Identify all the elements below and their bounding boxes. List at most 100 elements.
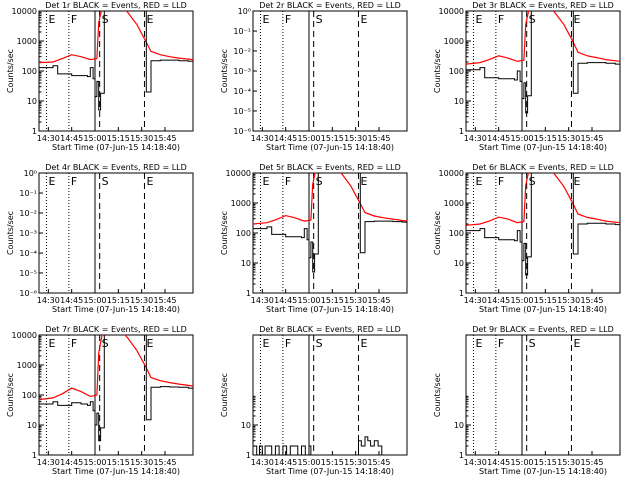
x-tick-label: 14:45 bbox=[274, 458, 297, 467]
x-tick-label: 14:45 bbox=[60, 296, 83, 305]
x-tick-label: 15:00 bbox=[510, 296, 533, 305]
marker-label: F bbox=[285, 337, 291, 350]
y-tick-label: 10 bbox=[454, 259, 464, 268]
marker-label: E bbox=[146, 175, 153, 188]
x-tick-label: 15:30 bbox=[344, 296, 367, 305]
y-tick-label: 10000 bbox=[226, 169, 251, 178]
y-axis-label: Counts/sec bbox=[433, 211, 442, 255]
events-series-line bbox=[466, 173, 620, 276]
y-tick-label: 1 bbox=[459, 127, 464, 136]
y-tick-label: 10⁻⁶ bbox=[233, 127, 251, 136]
marker-label: E bbox=[262, 13, 269, 26]
y-axis-label: Counts/sec bbox=[220, 373, 229, 417]
lld-series-line bbox=[466, 173, 620, 226]
marker-label: S bbox=[102, 175, 109, 188]
y-tick-label: 1 bbox=[246, 289, 251, 298]
x-tick-label: 14:30 bbox=[251, 134, 274, 143]
panel-det-3r: Det 3r BLACK = Events, RED = LLD 14:30 14:… bbox=[433, 1, 621, 152]
y-tick-label: 1000 bbox=[444, 199, 464, 208]
x-tick-label: 15:45 bbox=[367, 458, 390, 467]
marker-label: E bbox=[475, 13, 482, 26]
y-tick-label: 10000 bbox=[12, 331, 37, 340]
y-tick-label: 10000 bbox=[439, 169, 464, 178]
x-tick-label: 14:45 bbox=[274, 296, 297, 305]
x-tick-label: 15:15 bbox=[321, 134, 344, 143]
marker-label: F bbox=[498, 175, 504, 188]
y-tick-label: 10⁰ bbox=[238, 7, 251, 16]
y-axis-label: Counts/sec bbox=[6, 49, 15, 93]
plot-frame bbox=[38, 334, 194, 456]
y-tick-label: 1000 bbox=[231, 199, 251, 208]
marker-label: F bbox=[285, 13, 291, 26]
x-tick-label: 14:45 bbox=[487, 134, 510, 143]
marker-label: F bbox=[285, 175, 291, 188]
panel-title: Det 6r BLACK = Events, RED = LLD bbox=[472, 163, 614, 172]
x-axis-label: Start Time (07-Jun-15 14:18:40) bbox=[266, 143, 394, 152]
x-tick-label: 14:30 bbox=[37, 296, 60, 305]
x-tick-label: 14:45 bbox=[60, 134, 83, 143]
y-tick-label: 100 bbox=[449, 67, 464, 76]
marker-label: E bbox=[475, 337, 482, 350]
x-tick-label: 14:30 bbox=[37, 134, 60, 143]
lld-series-line bbox=[39, 11, 193, 64]
plot-frame bbox=[38, 172, 194, 294]
x-tick-label: 15:00 bbox=[297, 296, 320, 305]
marker-label: E bbox=[573, 13, 580, 26]
marker-label: E bbox=[573, 337, 580, 350]
marker-label: E bbox=[360, 337, 367, 350]
plot-frame bbox=[465, 10, 621, 132]
y-tick-label: 10⁻⁶ bbox=[19, 289, 37, 298]
y-tick-label: 10⁻² bbox=[19, 209, 37, 218]
x-tick-label: 14:30 bbox=[464, 134, 487, 143]
y-tick-label: 1000 bbox=[444, 37, 464, 46]
panel-det-9r: Det 9r BLACK = Events, RED = LLD 14:30 14:… bbox=[433, 325, 621, 476]
x-tick-label: 14:30 bbox=[464, 296, 487, 305]
y-axis-label: Counts/sec bbox=[6, 373, 15, 417]
panel-title: Det 2r BLACK = Events, RED = LLD bbox=[259, 1, 401, 10]
panel-title: Det 8r BLACK = Events, RED = LLD bbox=[259, 325, 401, 334]
plot-frame bbox=[252, 10, 408, 132]
panel-title: Det 5r BLACK = Events, RED = LLD bbox=[259, 163, 401, 172]
marker-label: F bbox=[498, 13, 504, 26]
y-tick-label: 1 bbox=[459, 289, 464, 298]
y-tick-label: 1000 bbox=[17, 361, 37, 370]
marker-label: E bbox=[360, 175, 367, 188]
panel-title: Det 7r BLACK = Events, RED = LLD bbox=[45, 325, 187, 334]
y-axis-label: Counts/sec bbox=[433, 373, 442, 417]
x-tick-label: 15:45 bbox=[153, 296, 176, 305]
marker-label: E bbox=[146, 337, 153, 350]
y-axis-label: Counts/sec bbox=[220, 211, 229, 255]
y-tick-label: 10⁻⁴ bbox=[233, 87, 251, 96]
x-tick-label: 14:45 bbox=[60, 458, 83, 467]
y-axis-label: Counts/sec bbox=[220, 49, 229, 93]
marker-label: E bbox=[48, 337, 55, 350]
x-axis-label: Start Time (07-Jun-15 14:18:40) bbox=[266, 467, 394, 476]
panel-det-2r: Det 2r BLACK = Events, RED = LLD 14:30 14:… bbox=[220, 1, 408, 152]
y-tick-label: 1 bbox=[32, 451, 37, 460]
y-tick-label: 100 bbox=[449, 229, 464, 238]
events-series-line bbox=[253, 436, 386, 455]
lld-series-line bbox=[39, 335, 193, 401]
y-tick-label: 10000 bbox=[12, 7, 37, 16]
x-tick-label: 15:00 bbox=[83, 134, 106, 143]
panel-det-6r: Det 6r BLACK = Events, RED = LLD 14:30 14:… bbox=[433, 163, 621, 314]
x-tick-label: 15:30 bbox=[130, 296, 153, 305]
y-tick-label: 10⁻¹ bbox=[233, 27, 251, 36]
x-tick-label: 15:00 bbox=[83, 296, 106, 305]
x-axis-label: Start Time (07-Jun-15 14:18:40) bbox=[479, 467, 607, 476]
panel-det-7r: Det 7r BLACK = Events, RED = LLD 14:30 14:… bbox=[6, 325, 194, 476]
x-tick-label: 15:15 bbox=[321, 458, 344, 467]
marker-label: E bbox=[48, 13, 55, 26]
y-axis-label: Counts/sec bbox=[6, 211, 15, 255]
x-tick-label: 14:45 bbox=[487, 458, 510, 467]
plot-frame bbox=[465, 172, 621, 294]
marker-label: S bbox=[529, 337, 536, 350]
x-tick-label: 15:15 bbox=[534, 296, 557, 305]
y-tick-label: 1 bbox=[246, 451, 251, 460]
y-tick-label: 100 bbox=[22, 67, 37, 76]
y-tick-label: 10 bbox=[241, 259, 251, 268]
x-tick-label: 15:30 bbox=[130, 134, 153, 143]
y-tick-label: 10000 bbox=[439, 7, 464, 16]
plot-frame bbox=[38, 10, 194, 132]
